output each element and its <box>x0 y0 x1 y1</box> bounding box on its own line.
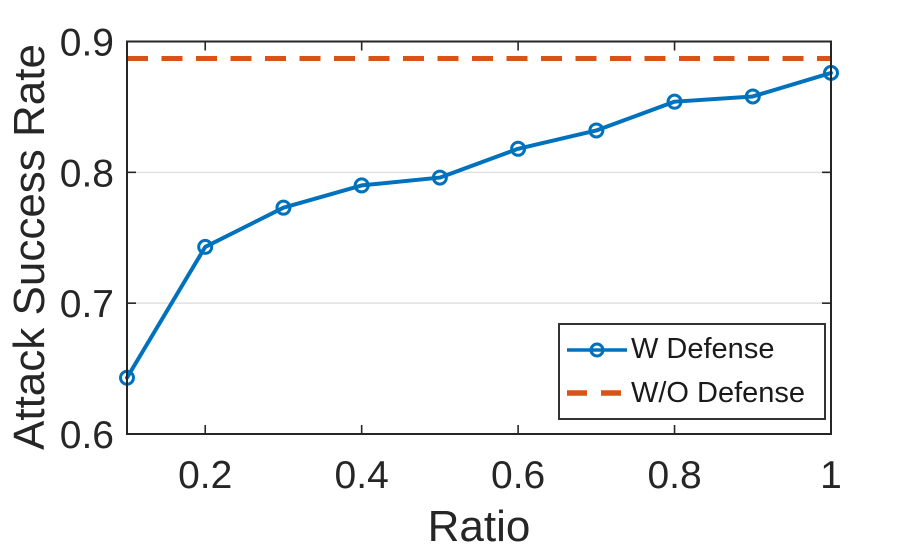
legend-label-wo-defense: W/O Defense <box>631 376 806 409</box>
legend-item-wo-defense: W/O Defense <box>565 372 819 416</box>
w-defense-line-sample-icon <box>567 342 627 358</box>
x-tick-label: 0.6 <box>491 454 545 497</box>
plot-border <box>126 40 832 435</box>
legend-item-w-defense: W Defense <box>565 328 819 372</box>
w-defense-marker <box>275 199 292 216</box>
w-defense-line <box>125 70 833 380</box>
w-defense-marker <box>666 93 683 110</box>
w-defense-marker <box>431 169 448 186</box>
x-tick-label: 0.4 <box>335 454 389 497</box>
x-tick-label: 0.2 <box>178 454 232 497</box>
w-defense-marker <box>588 122 605 139</box>
w-defense-marker <box>744 88 761 105</box>
wo-defense-dash-sample-icon <box>567 390 627 396</box>
x-axis-label: Ratio <box>427 502 531 551</box>
legend-label-w-defense: W Defense <box>631 333 775 366</box>
y-tick-label: 0.8 <box>60 152 114 195</box>
w-defense-marker <box>197 238 214 255</box>
y-tick-label: 0.6 <box>60 414 114 457</box>
x-tick-label: 0.8 <box>647 454 701 497</box>
y-tick-label: 0.9 <box>60 22 114 65</box>
w-defense-marker <box>353 177 370 194</box>
w-defense-marker <box>510 140 527 157</box>
y-axis-label: Attack Success Rate <box>5 44 54 450</box>
x-tick-label: 1 <box>820 454 842 497</box>
legend: W Defense W/O Defense <box>558 323 826 420</box>
y-tick-label: 0.7 <box>60 283 114 326</box>
